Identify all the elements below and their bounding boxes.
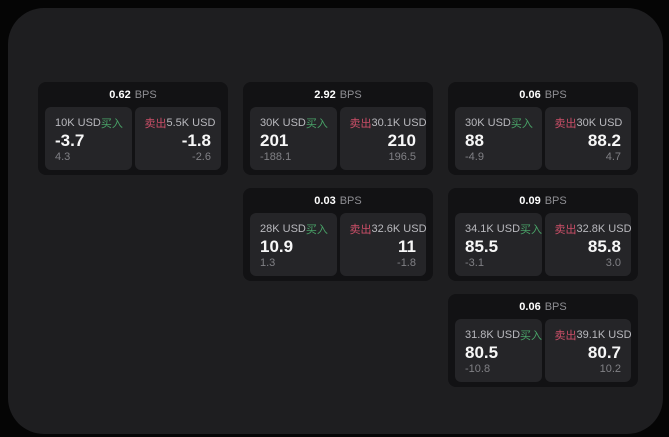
buy-panel[interactable]: 30K USD 买入 201 -188.1 bbox=[250, 107, 337, 170]
buy-tag: 买入 bbox=[305, 224, 328, 236]
sell-value: 210 bbox=[387, 130, 416, 150]
bps-header: 0.03 BPS bbox=[243, 188, 433, 213]
buy-value: 88 bbox=[465, 130, 484, 150]
buy-amount: 31.8K USD bbox=[465, 329, 521, 341]
bps-header: 0.06 BPS bbox=[448, 82, 638, 107]
bps-unit-label: BPS bbox=[339, 194, 362, 207]
sell-amount: 30K USD bbox=[576, 117, 623, 129]
buy-sub-value: -188.1 bbox=[260, 151, 292, 163]
sell-panel[interactable]: 卖出 5.5K USD -1.8 -2.6 bbox=[134, 107, 221, 170]
quote-panels: 30K USD 买入 88 -4.9 卖出 30K USD 88.2 4.7 bbox=[448, 107, 638, 175]
bps-value: 0.62 bbox=[109, 88, 131, 101]
buy-amount: 30K USD bbox=[260, 117, 306, 129]
sell-panel[interactable]: 卖出 30.1K USD 210 196.5 bbox=[339, 107, 427, 170]
buy-tag: 买入 bbox=[520, 330, 543, 342]
buy-sub-value: -3.1 bbox=[465, 257, 484, 269]
bps-header: 0.06 BPS bbox=[448, 294, 638, 319]
bps-unit-label: BPS bbox=[134, 88, 157, 101]
sell-sub-value: -1.8 bbox=[397, 257, 416, 269]
sell-value: 80.7 bbox=[587, 342, 621, 362]
quote-card: 0.06 BPS 31.8K USD 买入 80.5 -10.8 卖 bbox=[448, 294, 638, 387]
sell-tag: 卖出 bbox=[349, 118, 372, 130]
sell-amount: 32.8K USD bbox=[576, 223, 632, 235]
sell-tag: 卖出 bbox=[144, 118, 167, 130]
buy-tag: 买入 bbox=[510, 118, 533, 130]
buy-tag: 买入 bbox=[305, 118, 328, 130]
sell-sub-value: 3.0 bbox=[605, 257, 621, 269]
sell-panel[interactable]: 卖出 39.1K USD 80.7 10.2 bbox=[544, 319, 632, 382]
sell-tag: 卖出 bbox=[554, 224, 577, 236]
buy-amount: 30K USD bbox=[465, 117, 511, 129]
buy-value: -3.7 bbox=[55, 130, 85, 150]
bps-value: 0.03 bbox=[314, 194, 336, 207]
sell-tag: 卖出 bbox=[554, 330, 577, 342]
bps-value: 0.09 bbox=[519, 194, 541, 207]
buy-tag: 买入 bbox=[100, 118, 123, 130]
quote-card-grid: 0.62 BPS 10K USD 买入 -3.7 4.3 卖出 bbox=[38, 82, 638, 387]
sell-amount: 32.6K USD bbox=[371, 223, 427, 235]
quote-card: 0.62 BPS 10K USD 买入 -3.7 4.3 卖出 bbox=[38, 82, 228, 175]
buy-sub-value: 4.3 bbox=[55, 151, 71, 163]
sell-value: 85.8 bbox=[587, 236, 621, 256]
sell-sub-value: 4.7 bbox=[605, 151, 621, 163]
quote-card: 0.03 BPS 28K USD 买入 10.9 1.3 卖出 bbox=[243, 188, 433, 281]
buy-panel[interactable]: 30K USD 买入 88 -4.9 bbox=[455, 107, 542, 170]
bps-unit-label: BPS bbox=[339, 88, 362, 101]
buy-amount: 34.1K USD bbox=[465, 223, 521, 235]
buy-panel[interactable]: 31.8K USD 买入 80.5 -10.8 bbox=[455, 319, 542, 382]
sell-sub-value: 10.2 bbox=[599, 363, 621, 375]
quote-card: 2.92 BPS 30K USD 买入 201 -188.1 卖出 bbox=[243, 82, 433, 175]
buy-amount: 28K USD bbox=[260, 223, 306, 235]
bps-value: 0.06 bbox=[519, 88, 541, 101]
buy-sub-value: -10.8 bbox=[465, 363, 491, 375]
buy-value: 80.5 bbox=[465, 342, 499, 362]
bps-header: 2.92 BPS bbox=[243, 82, 433, 107]
sell-tag: 卖出 bbox=[349, 224, 372, 236]
quote-panels: 10K USD 买入 -3.7 4.3 卖出 5.5K USD -1.8 -2.… bbox=[38, 107, 228, 175]
sell-value: 88.2 bbox=[587, 130, 621, 150]
quote-panels: 34.1K USD 买入 85.5 -3.1 卖出 32.8K USD 85.8… bbox=[448, 213, 638, 281]
sell-value: -1.8 bbox=[181, 130, 211, 150]
bps-value: 0.06 bbox=[519, 300, 541, 313]
sell-sub-value: -2.6 bbox=[192, 151, 211, 163]
sell-panel[interactable]: 卖出 30K USD 88.2 4.7 bbox=[544, 107, 631, 170]
sell-panel[interactable]: 卖出 32.6K USD 11 -1.8 bbox=[339, 213, 427, 276]
buy-panel[interactable]: 28K USD 买入 10.9 1.3 bbox=[250, 213, 337, 276]
buy-tag: 买入 bbox=[520, 224, 543, 236]
bps-unit-label: BPS bbox=[544, 88, 567, 101]
sell-amount: 39.1K USD bbox=[576, 329, 632, 341]
sell-amount: 30.1K USD bbox=[371, 117, 427, 129]
quote-panels: 31.8K USD 买入 80.5 -10.8 卖出 39.1K USD 80.… bbox=[448, 319, 638, 387]
buy-sub-value: 1.3 bbox=[260, 257, 276, 269]
quote-card: 0.09 BPS 34.1K USD 买入 85.5 -3.1 卖出 bbox=[448, 188, 638, 281]
bps-header: 0.62 BPS bbox=[38, 82, 228, 107]
bps-header: 0.09 BPS bbox=[448, 188, 638, 213]
sell-tag: 卖出 bbox=[554, 118, 577, 130]
sell-panel[interactable]: 卖出 32.8K USD 85.8 3.0 bbox=[544, 213, 632, 276]
buy-amount: 10K USD bbox=[55, 117, 101, 129]
app-window: 0.62 BPS 10K USD 买入 -3.7 4.3 卖出 bbox=[8, 8, 663, 434]
buy-sub-value: -4.9 bbox=[465, 151, 484, 163]
buy-panel[interactable]: 34.1K USD 买入 85.5 -3.1 bbox=[455, 213, 542, 276]
sell-sub-value: 196.5 bbox=[388, 151, 416, 163]
quote-card: 0.06 BPS 30K USD 买入 88 -4.9 卖出 bbox=[448, 82, 638, 175]
buy-value: 201 bbox=[260, 130, 289, 150]
buy-value: 85.5 bbox=[465, 236, 499, 256]
buy-value: 10.9 bbox=[260, 236, 294, 256]
quote-panels: 28K USD 买入 10.9 1.3 卖出 32.6K USD 11 -1.8 bbox=[243, 213, 433, 281]
bps-unit-label: BPS bbox=[544, 300, 567, 313]
quote-panels: 30K USD 买入 201 -188.1 卖出 30.1K USD 210 1… bbox=[243, 107, 433, 175]
sell-value: 11 bbox=[398, 236, 416, 256]
bps-value: 2.92 bbox=[314, 88, 336, 101]
sell-amount: 5.5K USD bbox=[166, 117, 216, 129]
bps-unit-label: BPS bbox=[544, 194, 567, 207]
buy-panel[interactable]: 10K USD 买入 -3.7 4.3 bbox=[45, 107, 132, 170]
